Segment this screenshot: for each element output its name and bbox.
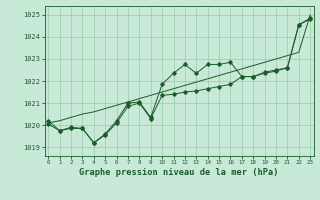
X-axis label: Graphe pression niveau de la mer (hPa): Graphe pression niveau de la mer (hPa) [79,168,279,177]
